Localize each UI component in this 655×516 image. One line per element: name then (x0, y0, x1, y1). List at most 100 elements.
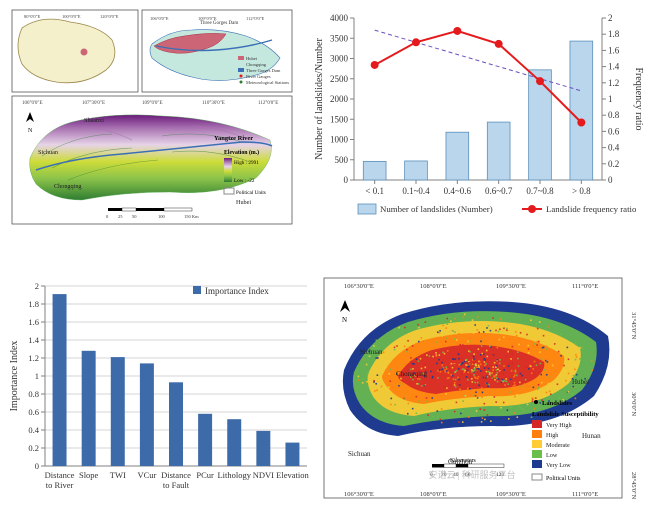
bar (487, 122, 510, 180)
svg-text:1: 1 (35, 371, 39, 381)
svg-text:Very Low: Very Low (546, 462, 571, 469)
line-marker (495, 40, 503, 48)
svg-text:Political Units: Political Units (546, 476, 581, 482)
svg-text:31°45'0"N: 31°45'0"N (630, 312, 637, 340)
bar (405, 161, 428, 180)
svg-text:100°0'0"E: 100°0'0"E (62, 14, 81, 19)
bar (363, 161, 386, 180)
svg-text:Chongqing: Chongqing (396, 370, 428, 378)
susceptibility-map-svg: 106°30'0"E 108°0'0"E 109°30'0"E 111°0'0"… (322, 276, 646, 508)
svg-text:28°45'0"N: 28°45'0"N (630, 472, 637, 500)
svg-text:1.2: 1.2 (608, 78, 619, 88)
svg-text:Distance: Distance (161, 470, 191, 480)
svg-text:106°30'0"E: 106°30'0"E (344, 491, 374, 498)
svg-text:Chongqing: Chongqing (246, 62, 267, 67)
bar (570, 41, 593, 180)
svg-text:Number of landslides/Number: Number of landslides/Number (314, 38, 325, 160)
svg-text:Elevation (m.): Elevation (m.) (224, 149, 259, 156)
svg-text:Low : -22: Low : -22 (234, 178, 255, 184)
svg-text:Sichuan: Sichuan (360, 348, 383, 356)
svg-text:1.2: 1.2 (28, 353, 39, 363)
svg-text:3500: 3500 (330, 33, 349, 43)
svg-text:2: 2 (608, 13, 613, 23)
svg-text:Kilometers: Kilometers (450, 458, 477, 464)
svg-text:110°30'0"E: 110°30'0"E (202, 101, 225, 106)
svg-text:Landslide frequency ratio: Landslide frequency ratio (546, 204, 637, 214)
svg-text:106°0'0"E: 106°0'0"E (150, 16, 169, 21)
svg-text:111°0'0"E: 111°0'0"E (572, 491, 598, 498)
map-overview-svg: 80°0'0"E 100°0'0"E 120°0'0"E Three Gorge… (10, 8, 294, 226)
svg-text:2: 2 (35, 281, 39, 291)
svg-text:< 0.1: < 0.1 (365, 186, 384, 196)
svg-text:Number of landslides (Number): Number of landslides (Number) (380, 204, 493, 214)
line-marker (536, 77, 544, 85)
svg-text:0.4~0.6: 0.4~0.6 (444, 186, 472, 196)
importance-bar (53, 294, 67, 466)
svg-text:0.6~0.7: 0.6~0.7 (485, 186, 513, 196)
svg-text:109°0'0"E: 109°0'0"E (142, 101, 163, 106)
svg-text:Importance Index: Importance Index (9, 341, 20, 412)
svg-text:0.1~0.4: 0.1~0.4 (402, 186, 430, 196)
importance-bar (285, 443, 299, 466)
svg-text:2000: 2000 (330, 94, 349, 104)
svg-text:N: N (28, 128, 33, 134)
svg-text:1500: 1500 (330, 114, 349, 124)
importance-index-chart: 00.20.40.60.811.21.41.61.82Importance In… (5, 276, 313, 508)
svg-text:112°0'0"E: 112°0'0"E (246, 16, 265, 21)
importance-bar (256, 431, 270, 466)
svg-text:0.7~0.8: 0.7~0.8 (526, 186, 554, 196)
svg-text:30°0'0"N: 30°0'0"N (630, 392, 637, 416)
svg-text:0.2: 0.2 (28, 443, 39, 453)
susceptibility-map-panel: 106°30'0"E 108°0'0"E 109°30'0"E 111°0'0"… (322, 276, 646, 508)
importance-bar (140, 363, 154, 466)
svg-text:1.8: 1.8 (28, 299, 39, 309)
svg-text:0.8: 0.8 (608, 110, 620, 120)
svg-text:0.6: 0.6 (28, 407, 39, 417)
svg-text:Low: Low (546, 452, 558, 459)
svg-text:Hubei: Hubei (572, 378, 589, 386)
svg-text:VCur: VCur (137, 470, 156, 480)
svg-text:80°0'0"E: 80°0'0"E (24, 14, 40, 19)
svg-text:1.6: 1.6 (28, 317, 39, 327)
svg-text:River Gauges: River Gauges (246, 74, 271, 79)
svg-text:150 Km: 150 Km (184, 214, 199, 219)
svg-text:109°30'0"E: 109°30'0"E (496, 491, 526, 498)
svg-text:1000: 1000 (330, 135, 349, 145)
svg-text:NDVI: NDVI (253, 470, 274, 480)
svg-text:to River: to River (46, 480, 74, 490)
svg-text:Frequency ratio: Frequency ratio (633, 67, 644, 130)
svg-text:High: High (546, 432, 559, 439)
svg-text:0: 0 (344, 175, 349, 185)
svg-text:Sichuan: Sichuan (348, 450, 371, 458)
svg-text:High : 2991: High : 2991 (234, 160, 259, 166)
svg-text:2500: 2500 (330, 74, 349, 84)
svg-text:1.6: 1.6 (608, 45, 620, 55)
svg-text:120°0'0"E: 120°0'0"E (100, 14, 119, 19)
svg-text:0: 0 (608, 175, 613, 185)
svg-text:Moderate: Moderate (546, 442, 570, 449)
svg-text:4000: 4000 (330, 13, 349, 23)
svg-text:111°0'0"E: 111°0'0"E (572, 283, 598, 290)
svg-text:> 0.8: > 0.8 (572, 186, 591, 196)
svg-text:106°30'0"E: 106°30'0"E (344, 283, 374, 290)
svg-text:3000: 3000 (330, 54, 349, 64)
svg-text:Three Gorges Dam: Three Gorges Dam (246, 68, 281, 73)
svg-text:Hubei: Hubei (246, 56, 258, 61)
svg-text:PCur: PCur (196, 470, 214, 480)
svg-text:Very High: Very High (546, 422, 573, 429)
line-marker (453, 27, 461, 35)
svg-text:to Fault: to Fault (163, 480, 190, 490)
svg-text:0.6: 0.6 (608, 126, 620, 136)
importance-bar (111, 357, 125, 466)
svg-text:108°0'0"E: 108°0'0"E (420, 491, 447, 498)
svg-text:107°30'0"E: 107°30'0"E (82, 101, 105, 106)
svg-text:0.4: 0.4 (608, 143, 620, 153)
svg-text:Sichuan: Sichuan (38, 149, 58, 156)
svg-text:109°0'0"E: 109°0'0"E (198, 16, 217, 21)
line-marker (412, 38, 420, 46)
landslide-frequency-chart: 0500100015002000250030003500400000.20.40… (308, 8, 646, 226)
svg-text:0.8: 0.8 (28, 389, 39, 399)
line-marker (577, 118, 585, 126)
svg-text:Meteorological Stations: Meteorological Stations (246, 80, 289, 85)
label-three-gorges: Three Gorges Dam (200, 21, 238, 26)
